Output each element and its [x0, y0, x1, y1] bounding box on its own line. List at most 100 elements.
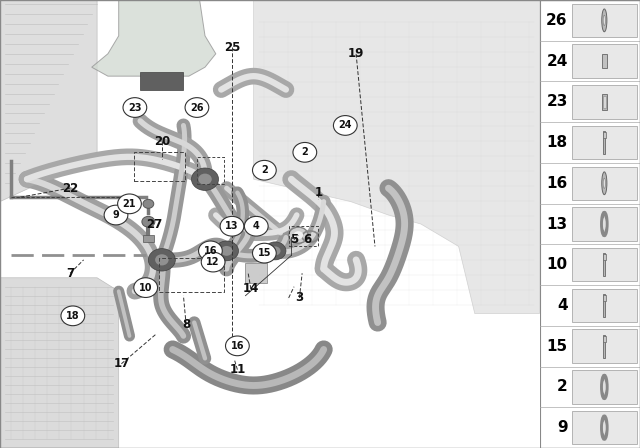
Bar — [603, 254, 606, 260]
Circle shape — [185, 98, 209, 117]
Bar — [143, 235, 154, 242]
Text: 9: 9 — [557, 420, 568, 435]
Text: 24: 24 — [547, 54, 568, 69]
Bar — [572, 411, 637, 444]
Circle shape — [123, 98, 147, 117]
Bar — [604, 131, 605, 154]
Circle shape — [198, 173, 212, 185]
Circle shape — [603, 178, 605, 189]
Text: 23: 23 — [128, 103, 141, 112]
Text: 6: 6 — [303, 233, 312, 246]
Circle shape — [253, 243, 276, 263]
Circle shape — [155, 254, 168, 265]
Bar — [572, 207, 637, 241]
Text: 2: 2 — [557, 379, 568, 394]
Bar — [603, 96, 605, 108]
Text: 21: 21 — [123, 199, 136, 209]
Circle shape — [198, 241, 222, 261]
Text: 25: 25 — [224, 40, 240, 54]
Circle shape — [143, 199, 154, 208]
Circle shape — [201, 252, 225, 272]
Circle shape — [253, 160, 276, 180]
Text: 16: 16 — [547, 176, 568, 191]
Text: 22: 22 — [62, 181, 78, 195]
Circle shape — [134, 278, 157, 297]
Text: 15: 15 — [547, 339, 568, 353]
Text: 2: 2 — [301, 147, 308, 157]
Text: 19: 19 — [348, 47, 364, 60]
Text: 4: 4 — [253, 221, 260, 231]
Text: 20: 20 — [154, 134, 170, 148]
Circle shape — [148, 249, 175, 271]
Bar — [604, 294, 605, 317]
Circle shape — [221, 246, 232, 256]
Circle shape — [603, 422, 605, 434]
Circle shape — [220, 216, 244, 236]
Circle shape — [225, 336, 249, 356]
Bar — [604, 253, 605, 276]
Bar — [572, 167, 637, 200]
Text: 2: 2 — [261, 165, 268, 175]
Bar — [572, 329, 637, 363]
Circle shape — [191, 168, 218, 190]
Polygon shape — [253, 0, 540, 314]
Circle shape — [270, 246, 280, 255]
Text: 23: 23 — [547, 95, 568, 109]
Polygon shape — [602, 54, 607, 68]
Circle shape — [603, 218, 605, 230]
Bar — [572, 126, 637, 159]
Circle shape — [293, 142, 317, 162]
Text: 16: 16 — [204, 246, 217, 256]
Text: 12: 12 — [206, 257, 220, 267]
Polygon shape — [0, 0, 97, 202]
Bar — [140, 72, 184, 90]
Bar — [572, 4, 637, 37]
Bar — [603, 295, 606, 301]
Text: 10: 10 — [547, 257, 568, 272]
Circle shape — [602, 172, 607, 195]
Text: 11: 11 — [229, 363, 246, 376]
Polygon shape — [92, 0, 216, 76]
Bar — [602, 94, 607, 110]
Bar — [604, 335, 605, 358]
Bar — [572, 370, 637, 404]
Bar — [246, 263, 267, 283]
Text: 24: 24 — [339, 121, 352, 130]
Circle shape — [215, 241, 239, 261]
Bar — [572, 44, 637, 78]
Text: 27: 27 — [146, 217, 162, 231]
Bar — [603, 132, 606, 138]
Text: 18: 18 — [547, 135, 568, 150]
Text: 26: 26 — [190, 103, 204, 112]
Text: 13: 13 — [225, 221, 239, 231]
Text: 9: 9 — [113, 210, 120, 220]
Text: 1: 1 — [314, 186, 323, 199]
Circle shape — [104, 205, 128, 225]
Text: 13: 13 — [547, 216, 568, 232]
Text: 8: 8 — [182, 318, 190, 332]
Circle shape — [602, 9, 607, 32]
Polygon shape — [0, 278, 118, 448]
Text: 4: 4 — [557, 298, 568, 313]
Text: 5: 5 — [290, 233, 298, 246]
Text: 15: 15 — [258, 248, 271, 258]
Text: 10: 10 — [139, 283, 152, 293]
Circle shape — [333, 116, 357, 135]
Text: 26: 26 — [546, 13, 568, 28]
Text: 18: 18 — [66, 311, 79, 321]
Circle shape — [289, 227, 308, 243]
Bar — [572, 248, 637, 281]
Circle shape — [118, 194, 141, 214]
Circle shape — [264, 242, 286, 260]
Text: 17: 17 — [113, 357, 129, 370]
Text: 14: 14 — [243, 282, 259, 296]
Circle shape — [61, 306, 84, 326]
Circle shape — [603, 381, 605, 393]
Text: 3: 3 — [296, 291, 303, 305]
Circle shape — [294, 231, 303, 239]
Circle shape — [603, 15, 605, 26]
Bar — [572, 85, 637, 119]
Circle shape — [142, 216, 155, 227]
Bar — [603, 336, 606, 342]
Text: 16: 16 — [230, 341, 244, 351]
